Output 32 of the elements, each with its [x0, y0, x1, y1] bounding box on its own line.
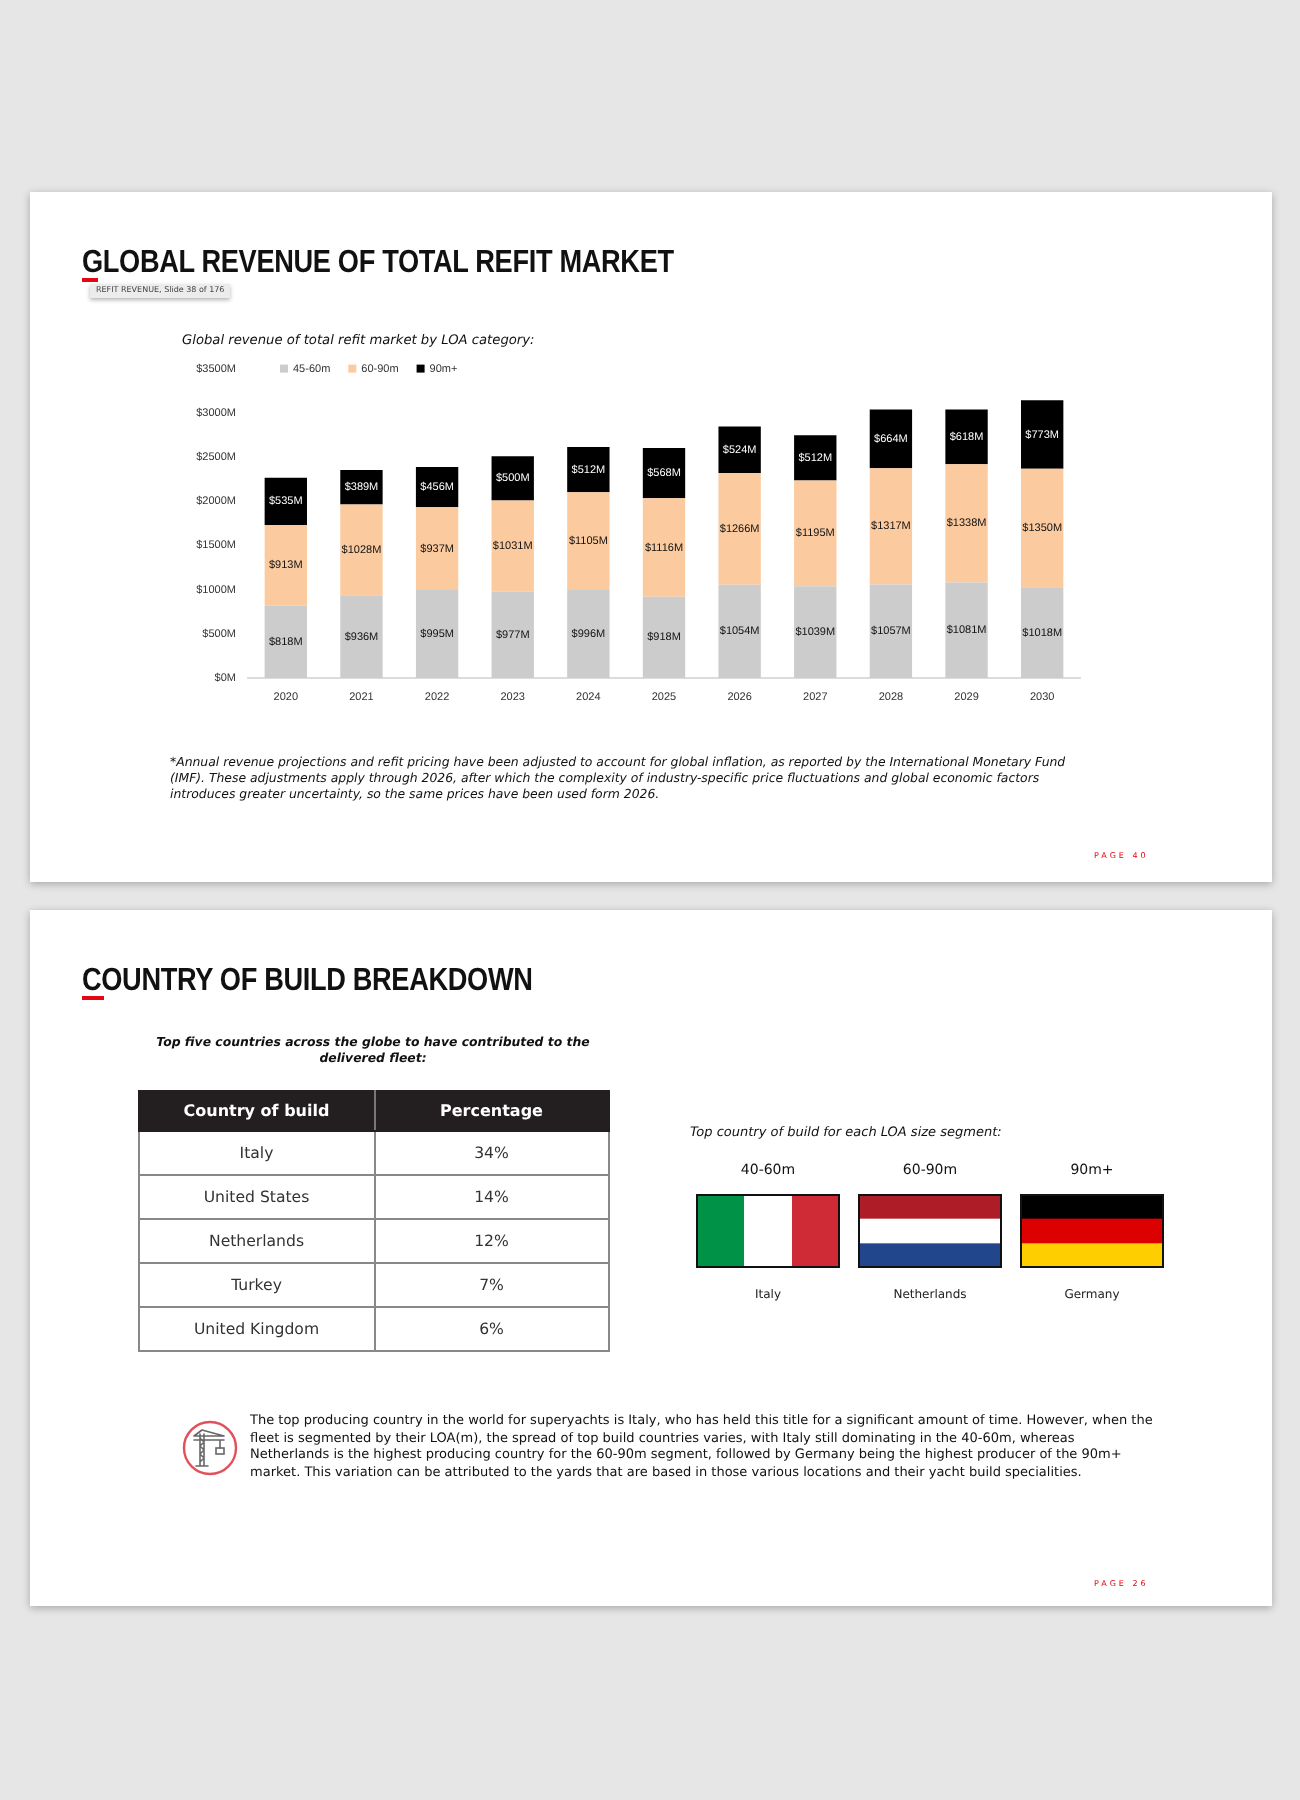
bar — [491, 500, 534, 592]
bar — [1021, 588, 1064, 678]
bar — [1021, 468, 1064, 589]
bar — [642, 596, 686, 678]
bar — [264, 524, 307, 606]
bar — [869, 468, 913, 585]
bar — [567, 492, 610, 590]
bar — [642, 498, 686, 597]
text: Country of build — [139, 1091, 374, 1131]
bar — [718, 584, 761, 678]
bar — [718, 426, 761, 473]
bar — [794, 480, 837, 587]
bar — [869, 409, 913, 469]
bar — [945, 409, 988, 465]
chart-title: GLOBAL REVENUE OF TOTAL REFIT MARKET — [82, 246, 674, 280]
bar — [869, 584, 913, 678]
bar — [340, 595, 383, 678]
bar — [264, 605, 307, 678]
text: Percentage — [374, 1091, 609, 1131]
bar — [567, 447, 610, 493]
bar — [794, 435, 837, 481]
text: COUNTRY OF BUILD BREAKDOWN — [82, 964, 533, 998]
bar — [567, 589, 610, 678]
bar — [340, 504, 383, 596]
bar — [945, 464, 988, 583]
bar — [491, 591, 534, 678]
bar — [794, 586, 837, 678]
bar — [415, 590, 459, 678]
bar — [1021, 400, 1064, 469]
bar — [945, 582, 988, 678]
bar — [718, 472, 761, 585]
bar — [415, 507, 459, 591]
